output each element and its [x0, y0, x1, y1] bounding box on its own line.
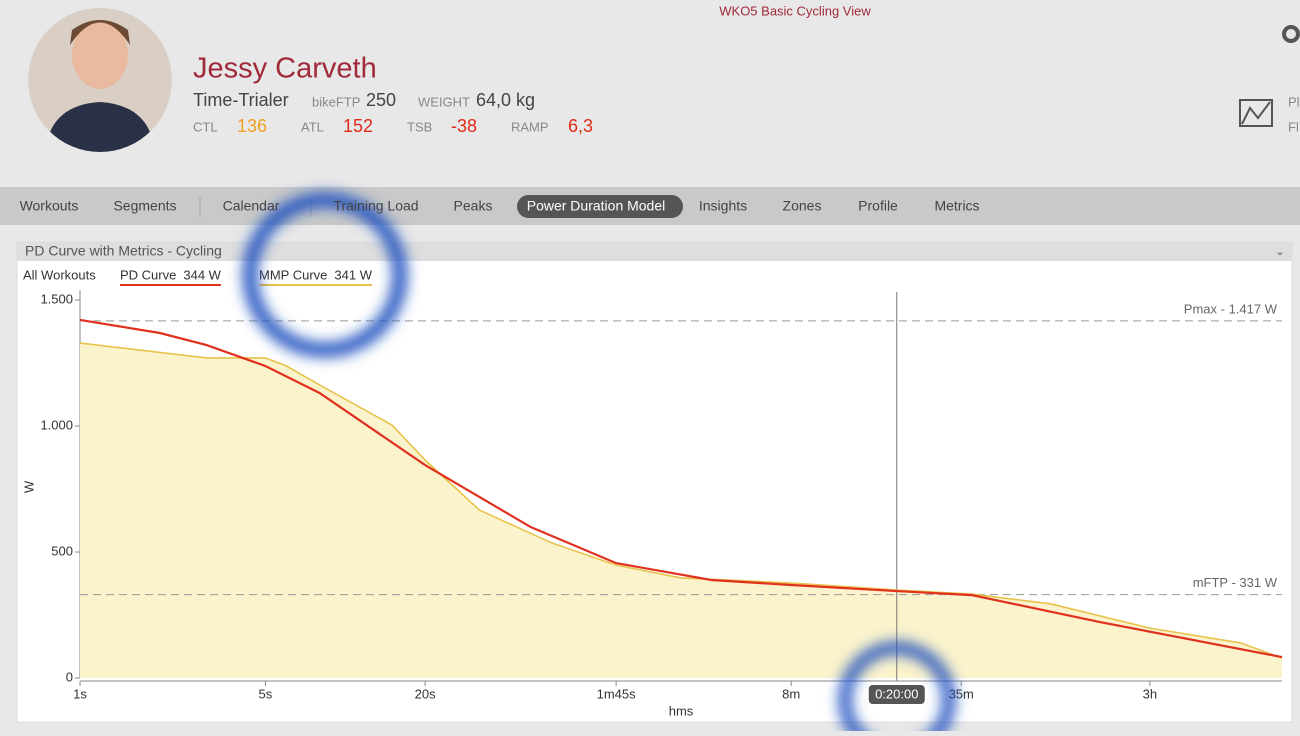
- metric-value: -38: [451, 116, 477, 136]
- ftp-label: bikeFTP: [312, 94, 360, 109]
- y-axis-label: W: [21, 480, 36, 493]
- collapse-icon[interactable]: ⌄: [1275, 246, 1284, 258]
- weight-label: WEIGHT: [418, 94, 470, 109]
- highlight: [243, 193, 407, 357]
- legend-value[interactable]: 341 W: [334, 267, 372, 282]
- reference-label: mFTP - 331 W: [1193, 575, 1278, 590]
- filter[interactable]: All Workouts: [23, 267, 96, 282]
- avatar: [28, 8, 172, 152]
- nav-tab[interactable]: Metrics: [934, 198, 979, 214]
- nav-tab[interactable]: Zones: [783, 198, 822, 214]
- nav-tab[interactable]: Workouts: [20, 198, 79, 214]
- metric-value: 136: [237, 116, 267, 136]
- series-line: [79, 342, 1283, 659]
- active-tab: [517, 195, 683, 218]
- metric-label: TSB: [407, 119, 432, 134]
- cursor-label: 0:20:00: [875, 686, 918, 701]
- y-tick-label: 1.500: [40, 291, 73, 306]
- nav-tab[interactable]: Training Load: [333, 198, 418, 214]
- legend-name[interactable]: MMP Curve: [259, 267, 327, 282]
- x-tick-label: 1m45s: [597, 686, 637, 701]
- ftp: 250: [366, 90, 396, 110]
- x-tick-label: 5s: [259, 686, 273, 701]
- nav-tab[interactable]: Insights: [699, 198, 747, 214]
- y-tick-label: 0: [66, 669, 73, 684]
- nav-tab[interactable]: Calendar: [223, 198, 280, 214]
- x-tick-label: 20s: [415, 686, 436, 701]
- app-title: WKO5 Basic Cycling View: [719, 3, 871, 18]
- side-text: Fl: [1288, 119, 1299, 134]
- y-tick-label: 1.000: [40, 417, 73, 432]
- x-tick-label: 8m: [782, 686, 800, 701]
- panel-title: PD Curve with Metrics - Cycling: [25, 243, 222, 259]
- metric-label: RAMP: [511, 119, 549, 134]
- metric-label: CTL: [193, 119, 218, 134]
- metric-value: 6,3: [568, 116, 593, 136]
- legend-name[interactable]: PD Curve: [120, 267, 176, 282]
- header-bg: [0, 0, 1300, 187]
- nav-tab[interactable]: Segments: [113, 198, 176, 214]
- role: Time-Trialer: [193, 90, 289, 110]
- metric-value: 152: [343, 116, 373, 136]
- series-line: [79, 318, 1283, 659]
- metric-label: ATL: [301, 119, 324, 134]
- nav-tab[interactable]: Profile: [858, 198, 898, 214]
- cursor-label-bg: [868, 685, 925, 704]
- settings-icon[interactable]: [1282, 25, 1300, 43]
- nav-tab[interactable]: Power Duration Model: [527, 198, 666, 214]
- x-tick-label: 1s: [73, 686, 87, 701]
- legend-value[interactable]: 344 W: [183, 267, 221, 282]
- side-icon: [1239, 99, 1273, 127]
- weight: 64,0 kg: [476, 90, 535, 110]
- x-axis-label: hms: [669, 703, 694, 718]
- nav-tab[interactable]: Peaks: [454, 198, 493, 214]
- panel-header: [17, 242, 1292, 261]
- side-text: Pl: [1288, 94, 1300, 109]
- highlight: [839, 642, 955, 736]
- y-tick-label: 500: [51, 543, 73, 558]
- athlete-name: Jessy Carveth: [193, 53, 377, 85]
- reference-label: Pmax - 1.417 W: [1184, 301, 1278, 316]
- x-tick-label: 3h: [1143, 686, 1157, 701]
